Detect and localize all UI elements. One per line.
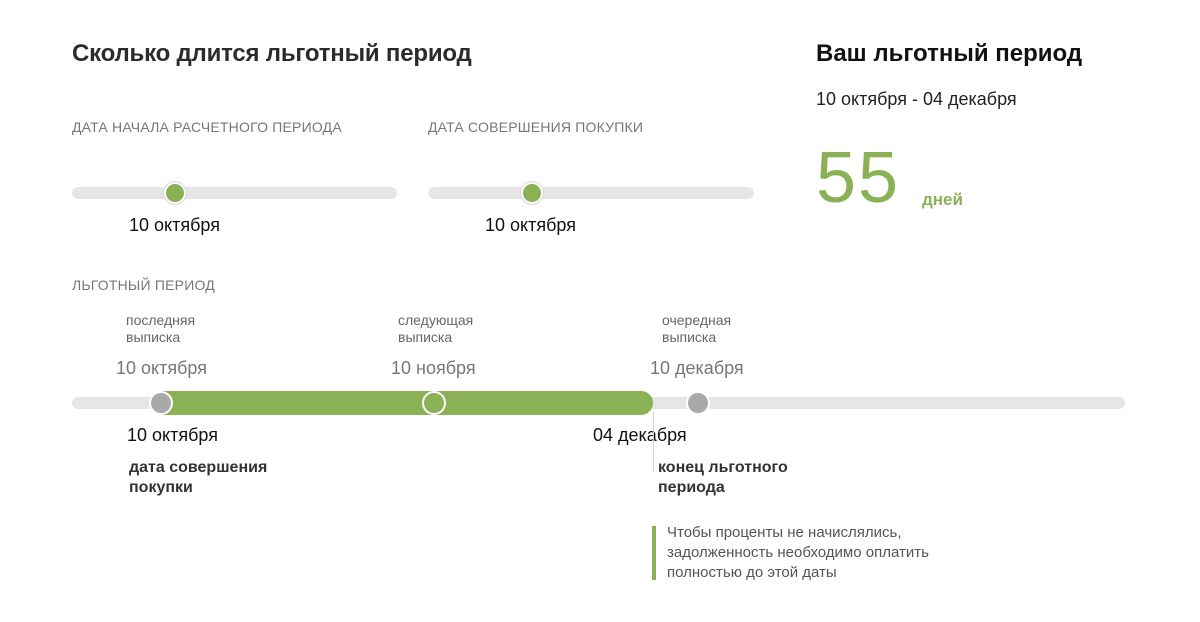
payment-note: Чтобы проценты не начислялись, задолженн…	[667, 524, 929, 581]
milestone-caption-line: очередная	[662, 312, 732, 328]
milestone-caption-line: выписка	[126, 329, 181, 345]
purchase-date-track[interactable]	[428, 187, 754, 199]
timeline-start-date: 10 октября	[127, 425, 218, 445]
days-unit: дней	[922, 190, 963, 209]
timeline-knob-following-statement	[686, 391, 710, 415]
timeline-knob-next-statement	[422, 391, 446, 415]
billing-start-track[interactable]	[72, 187, 397, 199]
payment-note-accent	[652, 526, 656, 580]
purchase-date-value: 10 октября	[485, 215, 576, 235]
days-count: 55	[816, 138, 901, 218]
note-line: периода	[658, 479, 725, 496]
note-line: конец льготного	[658, 459, 788, 476]
timeline-knob-start	[149, 391, 173, 415]
milestone-date: 10 ноября	[391, 358, 476, 378]
grace-end-note: конец льготного периода	[658, 458, 788, 498]
note-line: покупки	[129, 479, 193, 496]
milestone-caption-line: выписка	[662, 329, 717, 345]
timeline-end-date: 04 декабря	[593, 425, 687, 445]
billing-start-slider[interactable]	[72, 182, 397, 204]
page-title: Сколько длится льготный период	[72, 40, 472, 67]
purchase-date-handle[interactable]	[521, 182, 543, 204]
milestone-caption-line: следующая	[398, 312, 474, 328]
billing-start-label: ДАТА НАЧАЛА РАСЧЕТНОГО ПЕРИОДА	[72, 119, 342, 135]
purchase-date-label: ДАТА СОВЕРШЕНИЯ ПОКУПКИ	[428, 119, 644, 135]
milestone-caption-line: последняя	[126, 312, 196, 328]
billing-start-handle[interactable]	[164, 182, 186, 204]
milestone-date: 10 декабря	[650, 358, 744, 378]
purchase-date-slider[interactable]	[428, 182, 754, 204]
milestone-caption-line: выписка	[398, 329, 453, 345]
milestone-date: 10 октября	[116, 358, 207, 378]
note-line: дата совершения	[129, 459, 268, 476]
purchase-date-note: дата совершения покупки	[129, 458, 267, 498]
milestone-caption: следующая выписка	[398, 312, 473, 346]
milestone-caption: последняя выписка	[126, 312, 195, 346]
billing-start-value: 10 октября	[129, 215, 220, 235]
grace-period-bar	[150, 391, 653, 415]
milestone-caption: очередная выписка	[662, 312, 731, 346]
grace-period-label: ЛЬГОТНЫЙ ПЕРИОД	[72, 277, 215, 293]
end-marker-line	[653, 412, 654, 472]
summary-range: 10 октября - 04 декабря	[816, 89, 1017, 109]
summary-title: Ваш льготный период	[816, 40, 1083, 67]
